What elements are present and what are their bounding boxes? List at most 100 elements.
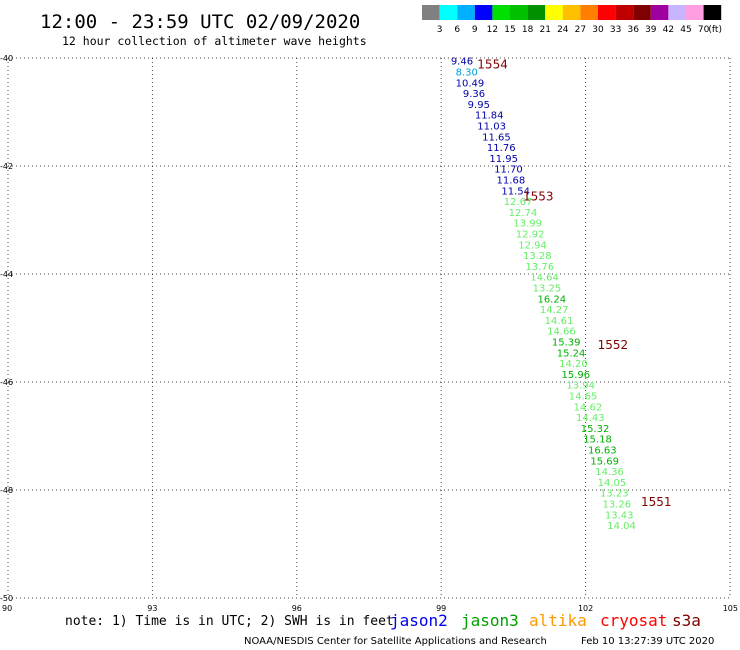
- satellite-name: s3a: [672, 611, 701, 630]
- color-swatch: [633, 5, 651, 20]
- wave-height-value: 15.39: [552, 338, 581, 349]
- wave-height-value: 9.95: [468, 100, 490, 111]
- satellite-name: altika: [529, 611, 587, 630]
- color-scale-label: 39: [645, 25, 657, 35]
- x-tick-label: 93: [147, 604, 157, 613]
- color-scale-legend: 3 6 9 12 15 18 21 24 27 30 33 36 39 42 45 70 (ft): [422, 5, 722, 35]
- wave-height-value: 13.43: [605, 510, 634, 521]
- color-swatch: [598, 5, 616, 20]
- y-tick-label: -40: [0, 54, 13, 63]
- color-scale-label: 33: [610, 25, 621, 35]
- wave-height-value: 9.36: [463, 89, 485, 100]
- x-tick-label: 105: [723, 604, 738, 613]
- wave-height-value: 11.76: [487, 143, 516, 154]
- wave-height-value: 14.43: [576, 413, 605, 424]
- chart-subtitle: 12 hour collection of altimeter wave hei…: [62, 34, 367, 48]
- orbit-number-label: 1554: [477, 57, 508, 71]
- color-scale-label: 6: [454, 25, 460, 35]
- color-scale-label: 42: [663, 25, 674, 35]
- wave-height-value: 11.68: [497, 176, 526, 187]
- satellite-name: jason2: [390, 611, 448, 630]
- color-scale-label: 9: [472, 25, 478, 35]
- wave-height-value: 11.70: [494, 165, 523, 176]
- satellite-name: jason3: [461, 611, 519, 630]
- color-scale-label: 3: [437, 25, 443, 35]
- color-swatch: [545, 5, 563, 20]
- color-scale-label: 36: [627, 25, 639, 35]
- wave-height-value: 14.04: [607, 521, 636, 532]
- wave-height-value: 16.63: [588, 446, 617, 457]
- wave-height-value: 12.74: [509, 208, 538, 219]
- x-tick-label: 96: [292, 604, 302, 613]
- y-tick-label: -46: [0, 378, 13, 387]
- wave-height-value: 15.18: [583, 435, 612, 446]
- wave-height-value: 13.25: [533, 284, 562, 295]
- orbit-number-label: 1551: [641, 495, 672, 509]
- color-swatch: [562, 5, 581, 20]
- plot-grid: [7, 57, 731, 599]
- orbit-number-label: 1552: [598, 338, 629, 352]
- satellite-name: cryosat: [600, 611, 667, 630]
- x-tick-label: 102: [578, 604, 593, 613]
- wave-height-value: 11.95: [489, 154, 518, 165]
- wave-height-value: 13.23: [600, 489, 629, 500]
- wave-height-value: 15.69: [590, 456, 619, 467]
- footer-credit: NOAA/NESDIS Center for Satellite Applica…: [244, 636, 547, 647]
- wave-height-value: 10.49: [456, 78, 485, 89]
- color-scale-label: 21: [539, 25, 550, 35]
- wave-height-value: 12.94: [518, 240, 547, 251]
- wave-height-value: 9.46: [451, 57, 473, 68]
- wave-height-value: 14.61: [545, 316, 574, 327]
- y-tick-label: -44: [0, 270, 13, 279]
- wave-height-value: 14.65: [569, 392, 598, 403]
- color-swatch: [474, 5, 493, 20]
- color-scale-label: 24: [557, 25, 569, 35]
- color-swatch: [668, 5, 686, 20]
- wave-height-value: 15.96: [562, 370, 591, 381]
- color-scale-label: 15: [504, 25, 515, 35]
- wave-height-value: 14.66: [547, 327, 576, 338]
- wave-height-value: 13.76: [525, 262, 554, 273]
- color-swatch: [580, 5, 598, 20]
- color-swatch: [510, 5, 528, 20]
- color-scale-label: 30: [592, 25, 604, 35]
- satellite-legend: jason2 jason3 altika cryosat s3a: [390, 611, 701, 630]
- wave-height-value: 12.92: [516, 230, 545, 241]
- wave-height-value: 8.30: [456, 68, 478, 79]
- color-scale-label: 45: [680, 25, 691, 35]
- wave-height-value: 14.62: [574, 402, 603, 413]
- color-swatch: [615, 5, 634, 20]
- wave-height-points: 9.468.3010.499.369.9511.8411.0311.6511.7…: [451, 57, 636, 532]
- color-swatch: [492, 5, 510, 20]
- color-swatch: [703, 5, 722, 20]
- color-scale-unit: (ft): [708, 25, 722, 35]
- color-swatch: [650, 5, 669, 20]
- wave-height-value: 14.64: [530, 273, 559, 284]
- y-tick-label: -42: [0, 162, 13, 171]
- color-scale-label: 70: [698, 25, 710, 35]
- wave-height-value: 14.20: [559, 359, 588, 370]
- wave-height-value: 14.36: [595, 467, 624, 478]
- wave-height-value: 13.26: [602, 500, 631, 511]
- color-scale-label: 18: [522, 25, 534, 35]
- wave-height-value: 11.84: [475, 111, 504, 122]
- x-tick-label: 90: [2, 604, 12, 613]
- wave-height-value: 16.24: [537, 294, 566, 305]
- color-swatch: [422, 5, 440, 20]
- x-tick-label: 99: [436, 604, 446, 613]
- wave-height-value: 11.65: [482, 132, 511, 143]
- wave-height-value: 14.05: [598, 478, 627, 489]
- y-tick-label: -50: [0, 594, 13, 603]
- wave-height-value: 15.24: [557, 348, 586, 359]
- wave-height-value: 13.94: [566, 381, 595, 392]
- color-swatch: [527, 5, 546, 20]
- wave-height-value: 11.54: [501, 186, 530, 197]
- orbit-number-labels: 1554 1553 1552 1551: [477, 57, 671, 508]
- color-scale-label: 12: [487, 25, 498, 35]
- wave-height-value: 12.67: [504, 197, 533, 208]
- chart-title: 12:00 - 23:59 UTC 02/09/2020: [40, 11, 360, 33]
- color-swatch: [686, 5, 704, 20]
